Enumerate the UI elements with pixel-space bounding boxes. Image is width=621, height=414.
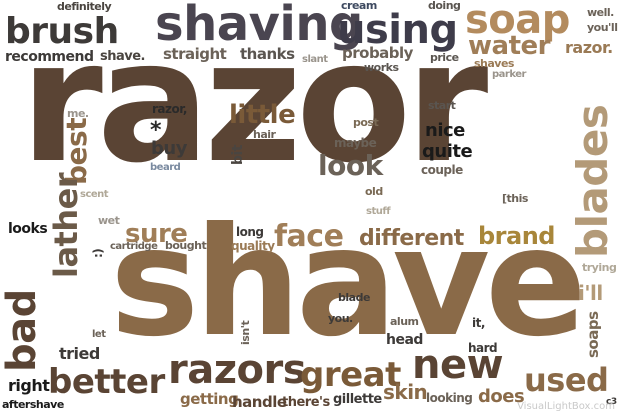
word-doing: doing — [428, 0, 461, 12]
word-bad: blade — [338, 291, 370, 304]
word-buy: buy — [151, 138, 187, 159]
word-you: you. — [328, 312, 353, 325]
word-ill: i'll — [578, 281, 603, 305]
word-youll: you'll — [587, 21, 618, 34]
word-handle: handle — [232, 393, 287, 411]
word-brush: brush — [5, 11, 119, 52]
word-face: face — [274, 219, 344, 254]
word-slant: slant — [302, 54, 328, 65]
word-this: [this — [502, 192, 528, 205]
word-water: water — [468, 31, 550, 61]
word-different: different — [359, 226, 464, 251]
word-price: price — [430, 51, 459, 64]
word-aftershave: aftershave — [2, 398, 64, 411]
word-me: me. — [67, 107, 89, 120]
word-cartridge: cartridge — [110, 241, 158, 252]
word-sure: sure — [125, 219, 188, 249]
word-start: start — [428, 99, 456, 112]
word-right: right — [8, 376, 50, 395]
word-beard: beard — [150, 162, 181, 173]
word-does: does — [478, 386, 525, 407]
word-post: post — [353, 116, 379, 129]
word-blades: blades — [568, 104, 617, 258]
word-bought: bought — [165, 239, 207, 252]
word-blade: bad — [0, 289, 45, 372]
word-hard: hard — [468, 341, 498, 355]
word-getting: getting — [180, 390, 239, 408]
word-brand: brand — [478, 222, 555, 250]
word-razors: razors — [168, 347, 307, 393]
word-straight: straight — [163, 45, 227, 63]
word-shave: shave — [110, 196, 587, 370]
word-better: better — [48, 362, 165, 402]
word-wet: wet — [98, 214, 120, 227]
word-great: great — [300, 355, 401, 395]
word-asterisk: * — [150, 118, 162, 143]
word-probably: probably — [342, 44, 413, 62]
word-looking: looking — [426, 391, 473, 405]
word-razor-comma: razor, — [152, 102, 187, 116]
word-quality: quality — [231, 239, 275, 253]
word-razor-dot: razor. — [565, 38, 613, 57]
word-quite: quite — [422, 141, 473, 162]
word-head: head — [386, 332, 423, 348]
word-gillette: gillette — [333, 392, 382, 407]
word-theres: there's — [282, 395, 330, 410]
watermark-text: VisualLightBox.com — [517, 401, 615, 412]
word-well: well. — [587, 6, 614, 19]
word-nice: nice — [425, 120, 465, 141]
word-shaves: shaves — [474, 57, 514, 70]
word-recommend: recommend — [5, 49, 94, 65]
word-used: used — [524, 361, 609, 399]
word-soaps: soaps — [584, 311, 602, 358]
word-old: old — [365, 185, 383, 198]
word-shave-dot: shave. — [100, 49, 146, 64]
word-long: long — [236, 225, 264, 239]
word-works: works — [364, 61, 399, 74]
word-bit: bit — [230, 144, 246, 165]
word-using: using — [337, 7, 458, 53]
word-stuff: stuff — [366, 206, 391, 217]
word-cream: cream — [341, 0, 377, 12]
word-couple: couple — [421, 163, 463, 177]
word-looks: looks — [8, 221, 48, 237]
word-little: little — [229, 100, 296, 130]
word-soap: soap — [465, 0, 570, 43]
word-c3: c3 — [606, 397, 617, 407]
word-smiley: :) — [91, 248, 105, 258]
word-shaving: shaving — [155, 0, 363, 52]
word-new: new — [412, 342, 504, 388]
word-definitely: definitely — [57, 0, 112, 13]
word-let: let — [92, 329, 106, 340]
word-scent: scent — [80, 189, 109, 200]
word-razor: razor — [20, 4, 488, 200]
word-parker: parker — [492, 69, 526, 80]
word-thanks: thanks — [240, 45, 295, 63]
word-look: look — [318, 149, 383, 182]
word-skin: skin — [383, 380, 428, 404]
word-hair: hair — [253, 128, 276, 141]
word-maybe: maybe — [334, 136, 377, 150]
word-trying: trying — [582, 261, 617, 274]
word-alum: alum — [390, 315, 419, 328]
word-lather: lather — [47, 172, 85, 278]
word-it: it, — [472, 316, 485, 330]
word-tried: tried — [59, 344, 100, 363]
word-isnt: isn't — [239, 320, 252, 345]
